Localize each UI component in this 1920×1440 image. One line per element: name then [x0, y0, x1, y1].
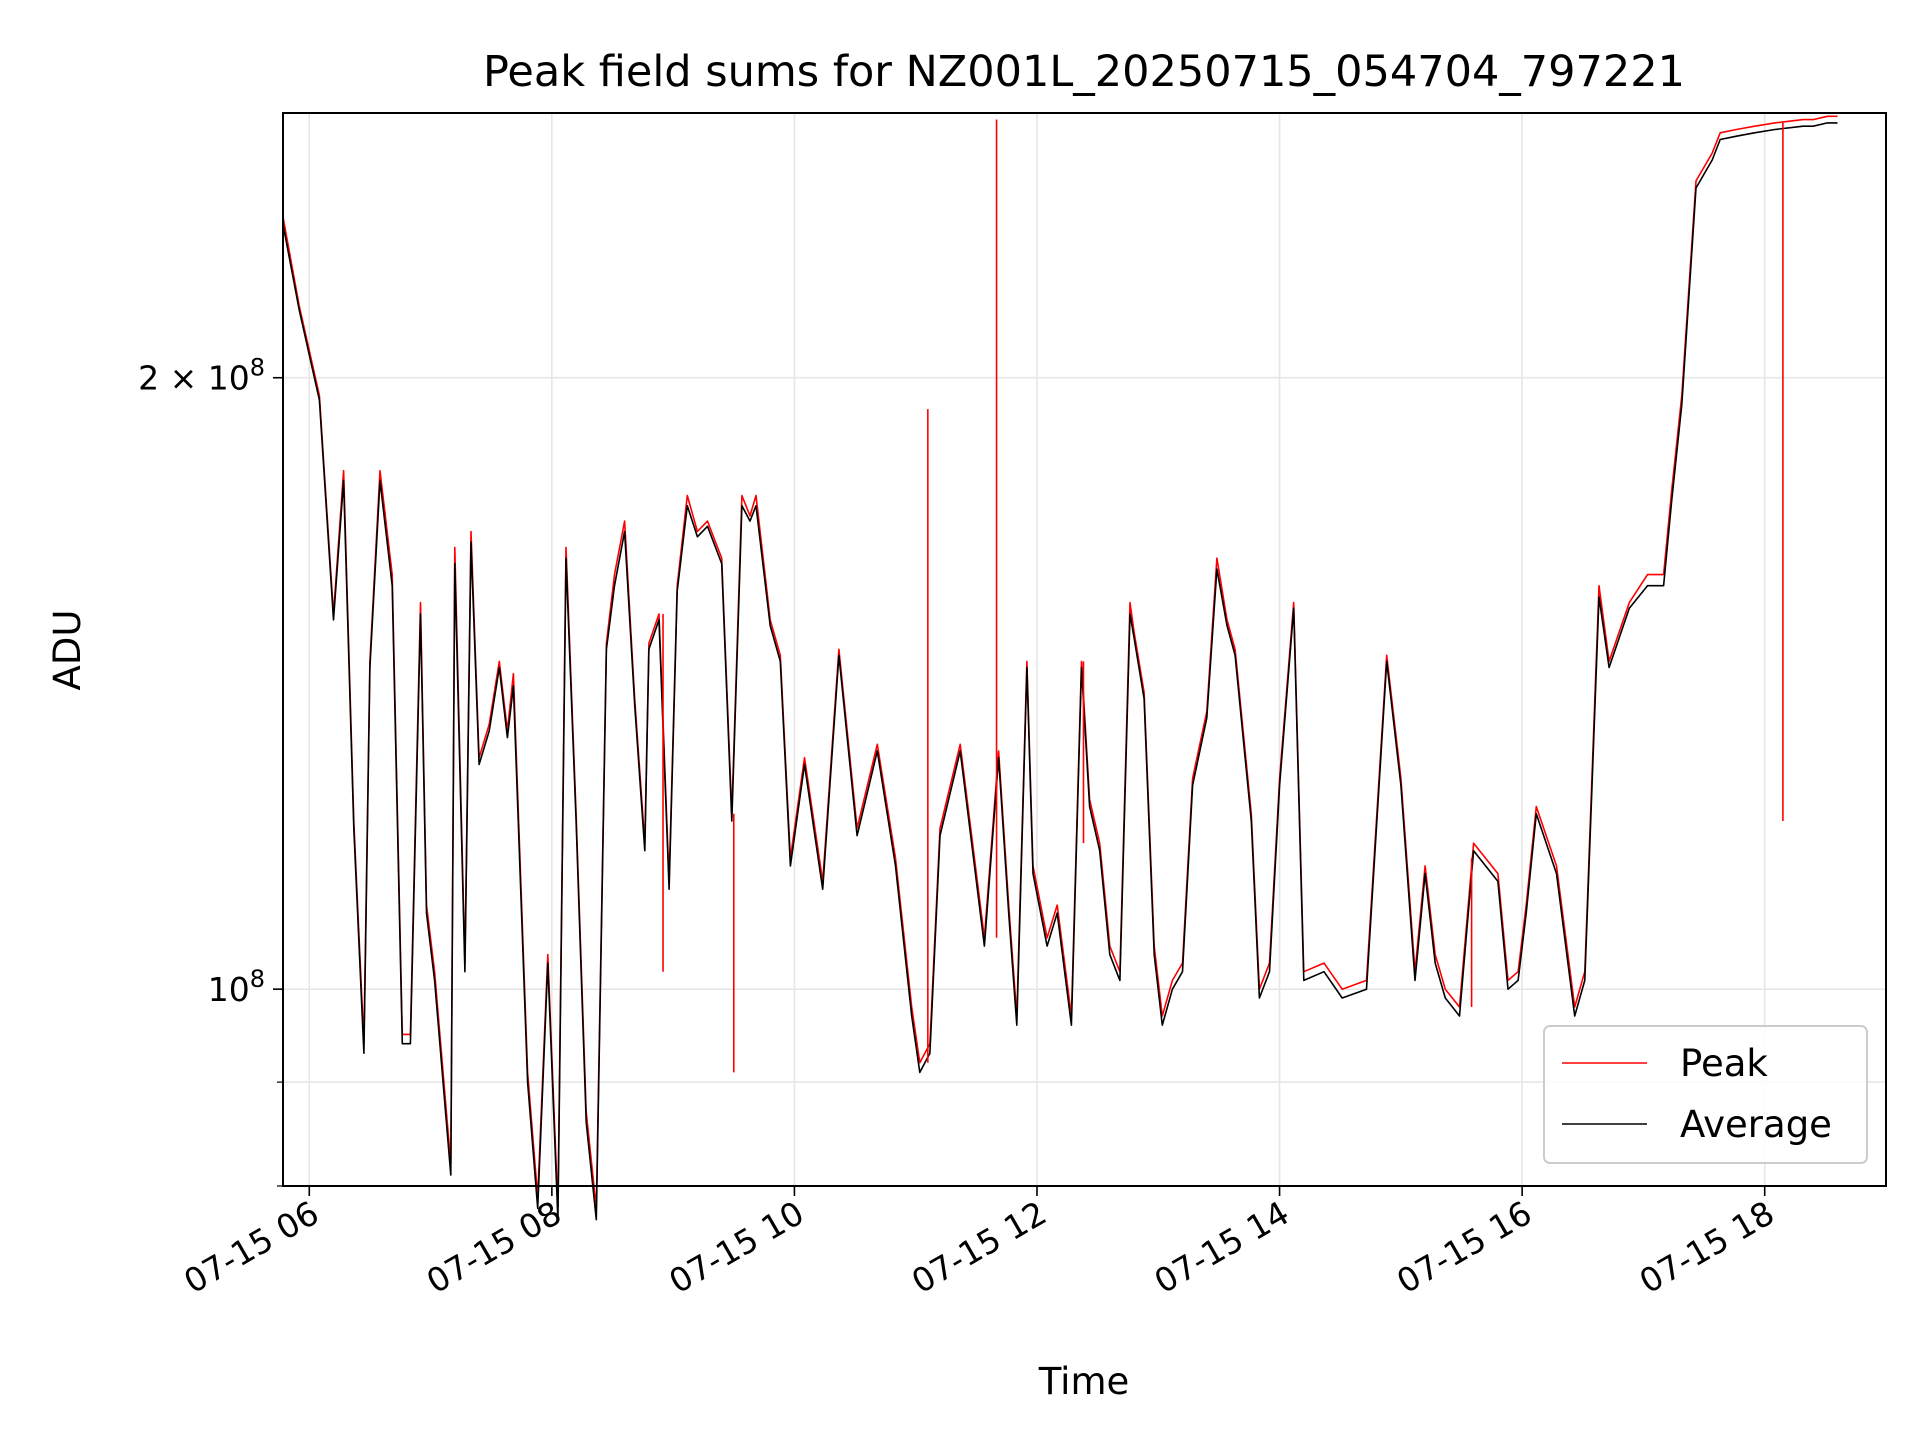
legend-label-peak: Peak [1680, 1042, 1768, 1085]
y-tick-label: 108 [208, 965, 265, 1009]
y-tick-label: 2 × 108 [138, 354, 265, 398]
y-axis-ticks: 2 × 108 108 [138, 354, 283, 1187]
series-layer [282, 115, 1838, 1221]
x-axis-label: Time [1038, 1360, 1130, 1403]
legend-label-average: Average [1680, 1103, 1832, 1146]
series-line-average [282, 122, 1838, 1221]
y-axis-label: ADU [46, 610, 89, 691]
legend-box [1543, 1025, 1868, 1164]
legend: Peak Average [1543, 1025, 1868, 1164]
plot-frame [282, 112, 1887, 1187]
chart-title: Peak field sums for NZ001L_20250715_0547… [483, 47, 1685, 97]
